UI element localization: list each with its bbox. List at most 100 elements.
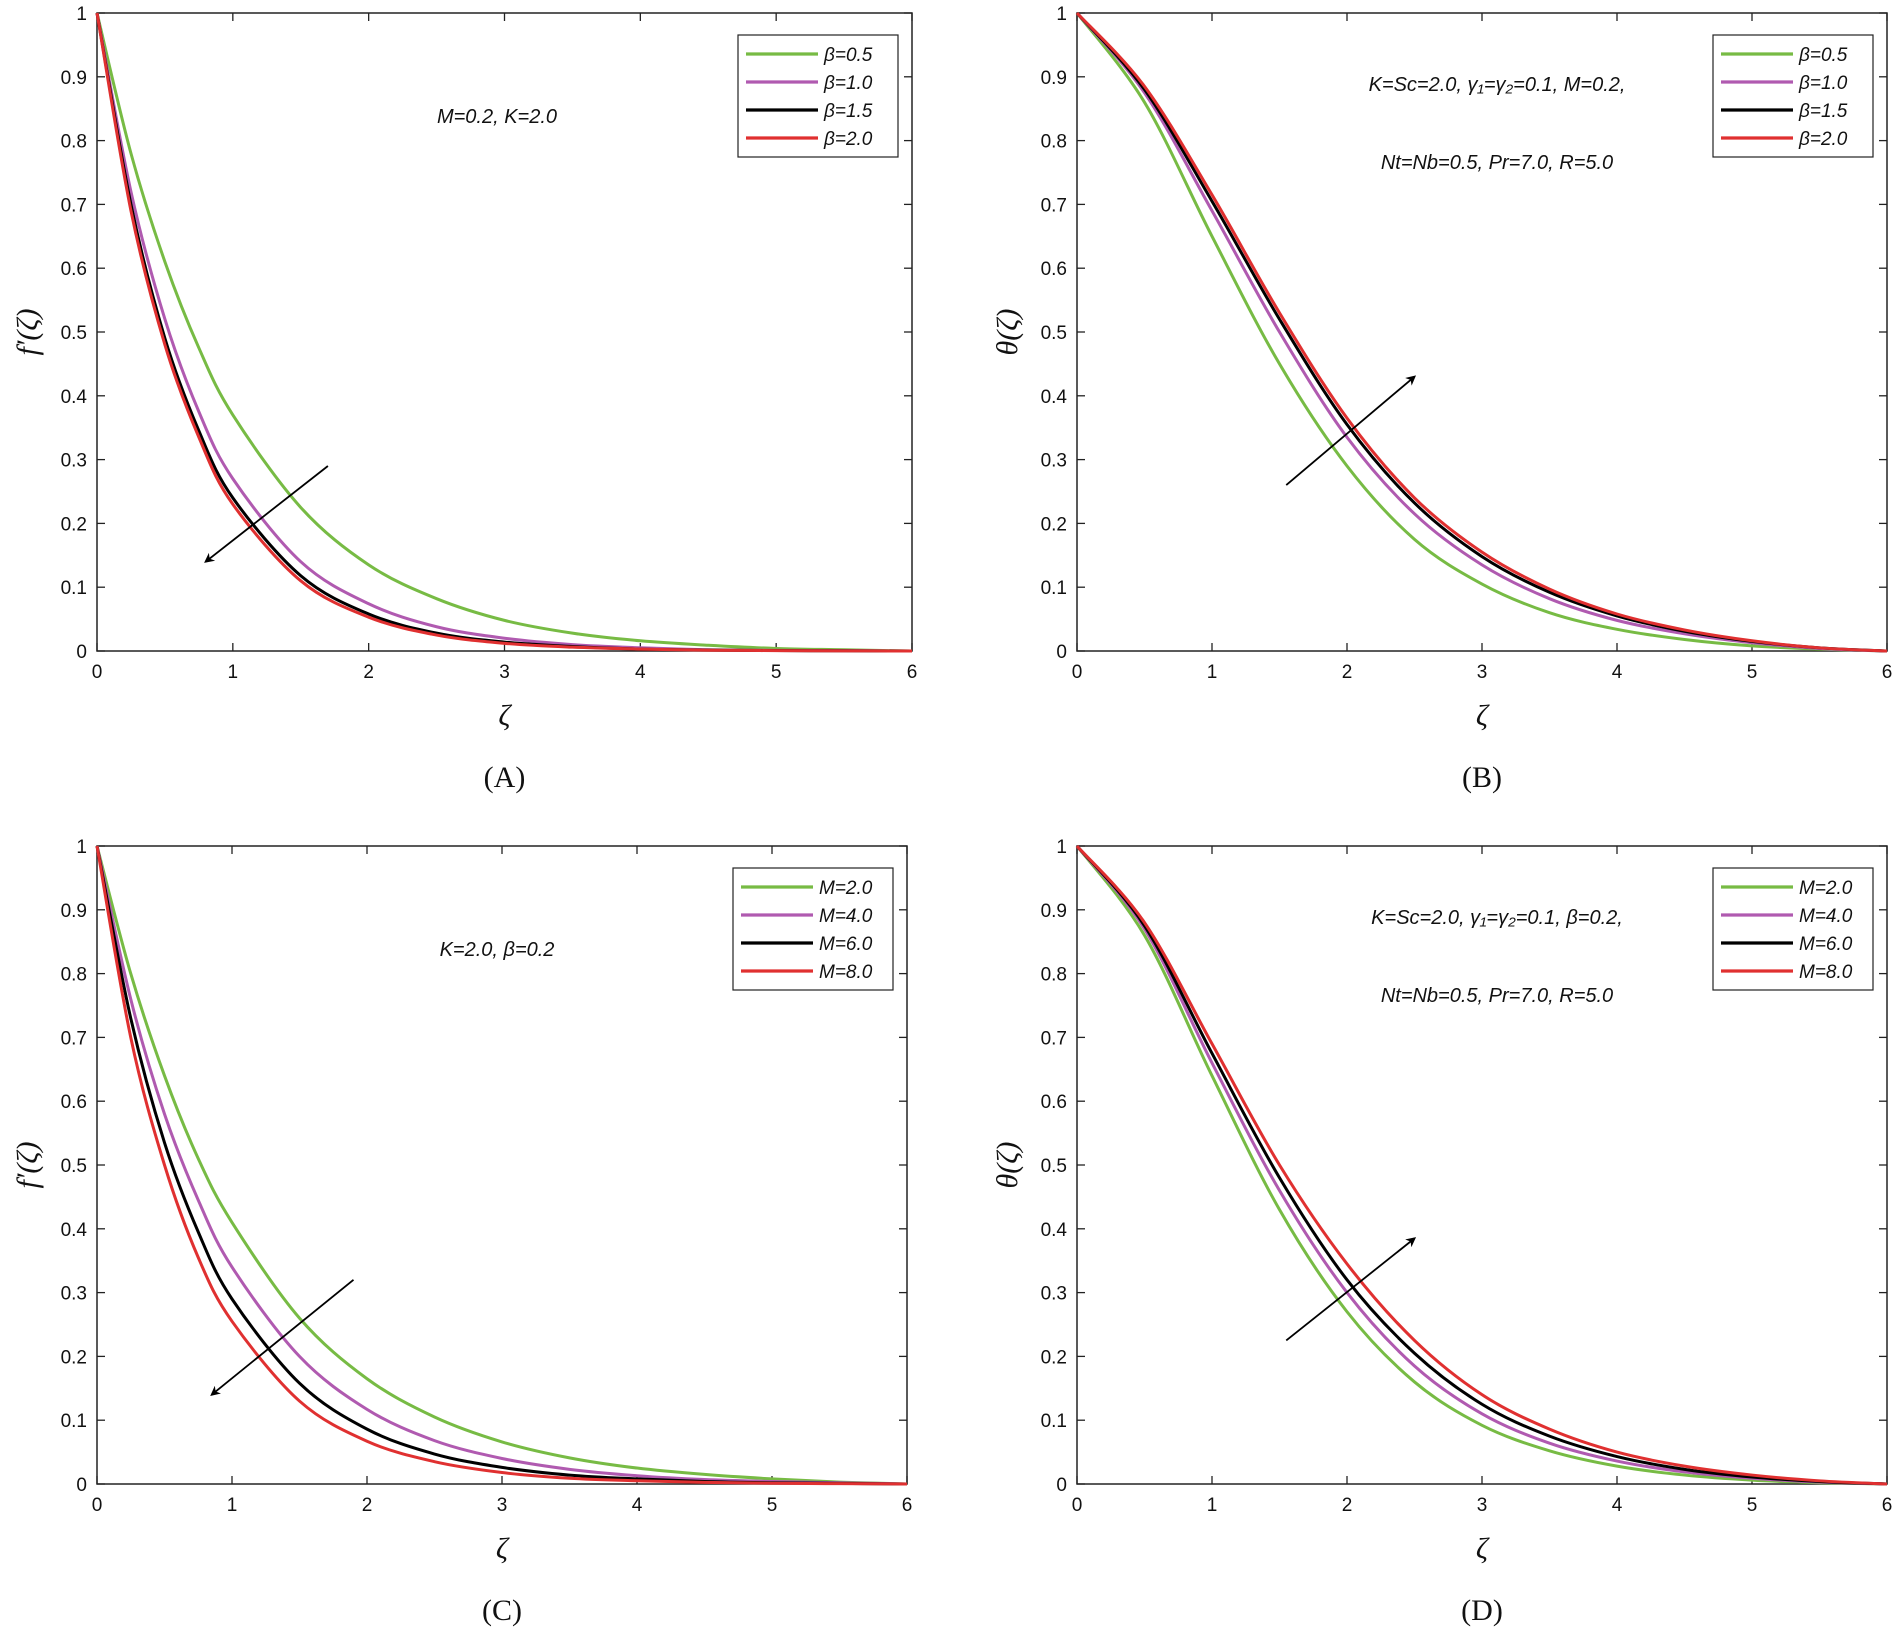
legend-label: M=6.0 bbox=[1799, 934, 1853, 955]
annotation-text: Nt=Nb=0.5, Pr=7.0, R=5.0 bbox=[1381, 152, 1613, 174]
series-line-1 bbox=[95, 12, 913, 653]
y-tick-label: 0.5 bbox=[1041, 323, 1067, 344]
y-tick-label: 0.2 bbox=[1041, 514, 1067, 535]
series-line-2 bbox=[95, 845, 908, 1486]
y-tick-label: 0.3 bbox=[1041, 1284, 1067, 1305]
y-tick-label: 0.9 bbox=[1041, 68, 1067, 89]
legend-label: β=1.5 bbox=[823, 101, 873, 122]
y-tick-label: 0 bbox=[1056, 642, 1067, 663]
x-tick-label: 0 bbox=[1072, 1495, 1083, 1516]
y-tick-label: 0.5 bbox=[1041, 1156, 1067, 1177]
x-tick-label: 3 bbox=[1477, 1495, 1488, 1516]
x-tick-label: 6 bbox=[902, 1495, 913, 1516]
panel-caption: (B) bbox=[1462, 761, 1502, 794]
legend-label: β=1.0 bbox=[823, 73, 873, 94]
series-line-1 bbox=[95, 845, 908, 1486]
series-line-1 bbox=[1075, 845, 1888, 1486]
panel-caption: (D) bbox=[1461, 1594, 1503, 1627]
legend-label: M=6.0 bbox=[819, 934, 873, 955]
x-tick-label: 2 bbox=[363, 662, 374, 683]
x-tick-label: 0 bbox=[92, 662, 103, 683]
legend: β=0.5 β=1.0 β=1.5 β=2.0 bbox=[1712, 34, 1874, 158]
y-tick-label: 0.1 bbox=[61, 578, 87, 599]
legend-label: β=0.5 bbox=[1798, 45, 1848, 66]
annotation-text: K=2.0, β=0.2 bbox=[440, 939, 555, 961]
y-tick-label: 0.4 bbox=[1041, 387, 1068, 408]
x-tick-label: 3 bbox=[499, 662, 510, 683]
x-tick-label: 4 bbox=[632, 1495, 643, 1516]
x-tick-label: 3 bbox=[1477, 662, 1488, 683]
x-axis-label: ζ bbox=[496, 1532, 510, 1565]
legend: M=2.0 M=4.0 M=6.0 M=8.0 bbox=[1712, 867, 1874, 991]
x-tick-label: 6 bbox=[907, 662, 918, 683]
y-tick-label: 0.9 bbox=[1041, 901, 1067, 922]
legend-label: β=1.5 bbox=[1798, 101, 1848, 122]
y-tick-label: 0.7 bbox=[1041, 195, 1067, 216]
series-line-4 bbox=[1075, 845, 1888, 1486]
y-tick-label: 0 bbox=[76, 1475, 87, 1496]
legend-label: β=2.0 bbox=[823, 129, 873, 150]
y-tick-label: 0.7 bbox=[1041, 1028, 1067, 1049]
panel-D: 0 1 2 3 4 5 6 0 0.1 0.2 0.3 0.4 0.5 0.6 0.7 0.8 0.9 1 ζ θ(ζ… bbox=[991, 837, 1892, 1627]
x-tick-label: 1 bbox=[1207, 662, 1218, 683]
y-tick-label: 1 bbox=[76, 837, 87, 858]
series-line-4 bbox=[1075, 11, 1888, 653]
x-tick-label: 6 bbox=[1882, 1495, 1893, 1516]
y-tick-label: 0.3 bbox=[1041, 451, 1067, 472]
y-tick-label: 0.9 bbox=[61, 68, 87, 89]
x-tick-label: 2 bbox=[1342, 1495, 1353, 1516]
trend-arrow bbox=[1285, 1237, 1417, 1342]
y-tick-label: 0.7 bbox=[61, 195, 87, 216]
y-tick-label: 0 bbox=[1056, 1475, 1067, 1496]
series-line-4 bbox=[95, 12, 913, 653]
y-tick-label: 0.6 bbox=[61, 259, 87, 280]
y-tick-label: 0.5 bbox=[61, 1156, 87, 1177]
annotation-text: M=0.2, K=2.0 bbox=[437, 106, 557, 128]
legend-label: β=1.0 bbox=[1798, 73, 1848, 94]
legend-label: M=8.0 bbox=[819, 962, 873, 983]
series-line-1 bbox=[1075, 12, 1888, 653]
y-tick-label: 0.6 bbox=[1041, 259, 1067, 280]
x-tick-label: 5 bbox=[1747, 1495, 1758, 1516]
legend: β=0.5 β=1.0 β=1.5 β=2.0 bbox=[737, 34, 899, 158]
y-tick-label: 0 bbox=[76, 642, 87, 663]
y-tick-label: 0.5 bbox=[61, 323, 87, 344]
series-line-4 bbox=[95, 845, 908, 1486]
y-tick-label: 0.4 bbox=[61, 1220, 88, 1241]
x-tick-label: 0 bbox=[92, 1495, 103, 1516]
panel-caption: (C) bbox=[482, 1594, 522, 1627]
x-axis-label: ζ bbox=[1476, 699, 1490, 732]
legend-label: M=4.0 bbox=[1799, 906, 1853, 927]
y-tick-label: 0.8 bbox=[1041, 965, 1067, 986]
legend-label: β=0.5 bbox=[823, 45, 873, 66]
legend-label: M=4.0 bbox=[819, 906, 873, 927]
x-tick-label: 6 bbox=[1882, 662, 1893, 683]
x-axis-label: ζ bbox=[498, 699, 512, 732]
trend-arrow bbox=[210, 1279, 355, 1396]
y-tick-label: 0.8 bbox=[61, 965, 87, 986]
x-tick-label: 4 bbox=[1612, 1495, 1623, 1516]
y-tick-label: 0.2 bbox=[61, 1347, 87, 1368]
x-tick-label: 5 bbox=[771, 662, 782, 683]
y-axis-label: f′(ζ) bbox=[11, 1141, 44, 1188]
y-tick-label: 0.6 bbox=[1041, 1092, 1067, 1113]
y-tick-label: 0.2 bbox=[1041, 1347, 1067, 1368]
y-axis-label: θ(ζ) bbox=[991, 1142, 1024, 1189]
annotation-text: K=Sc=2.0, γ₁=γ₂=0.1, β=0.2, bbox=[1371, 907, 1623, 929]
x-tick-label: 4 bbox=[1612, 662, 1623, 683]
y-tick-label: 0.4 bbox=[1041, 1220, 1068, 1241]
x-axis-label: ζ bbox=[1476, 1532, 1490, 1565]
y-tick-label: 1 bbox=[76, 4, 87, 25]
panel-A: 0 1 2 3 4 5 6 0 0.1 0.2 0.3 0.4 0.5 0.6 0.7 0.8 0.9 1 ζ f′(… bbox=[11, 4, 917, 794]
annotation-text: K=Sc=2.0, γ₁=γ₂=0.1, M=0.2, bbox=[1369, 74, 1626, 96]
panel-B: 0 1 2 3 4 5 6 0 0.1 0.2 0.3 0.4 0.5 0.6 0.7 0.8 0.9 1 ζ θ(ζ… bbox=[991, 4, 1892, 794]
y-axis-label: θ(ζ) bbox=[991, 309, 1024, 356]
legend-label: M=2.0 bbox=[819, 878, 873, 899]
x-tick-label: 1 bbox=[227, 1495, 238, 1516]
x-tick-label: 0 bbox=[1072, 662, 1083, 683]
y-tick-label: 0.1 bbox=[1041, 578, 1067, 599]
y-tick-label: 0.2 bbox=[61, 514, 87, 535]
legend-label: M=2.0 bbox=[1799, 878, 1853, 899]
x-tick-label: 3 bbox=[497, 1495, 508, 1516]
